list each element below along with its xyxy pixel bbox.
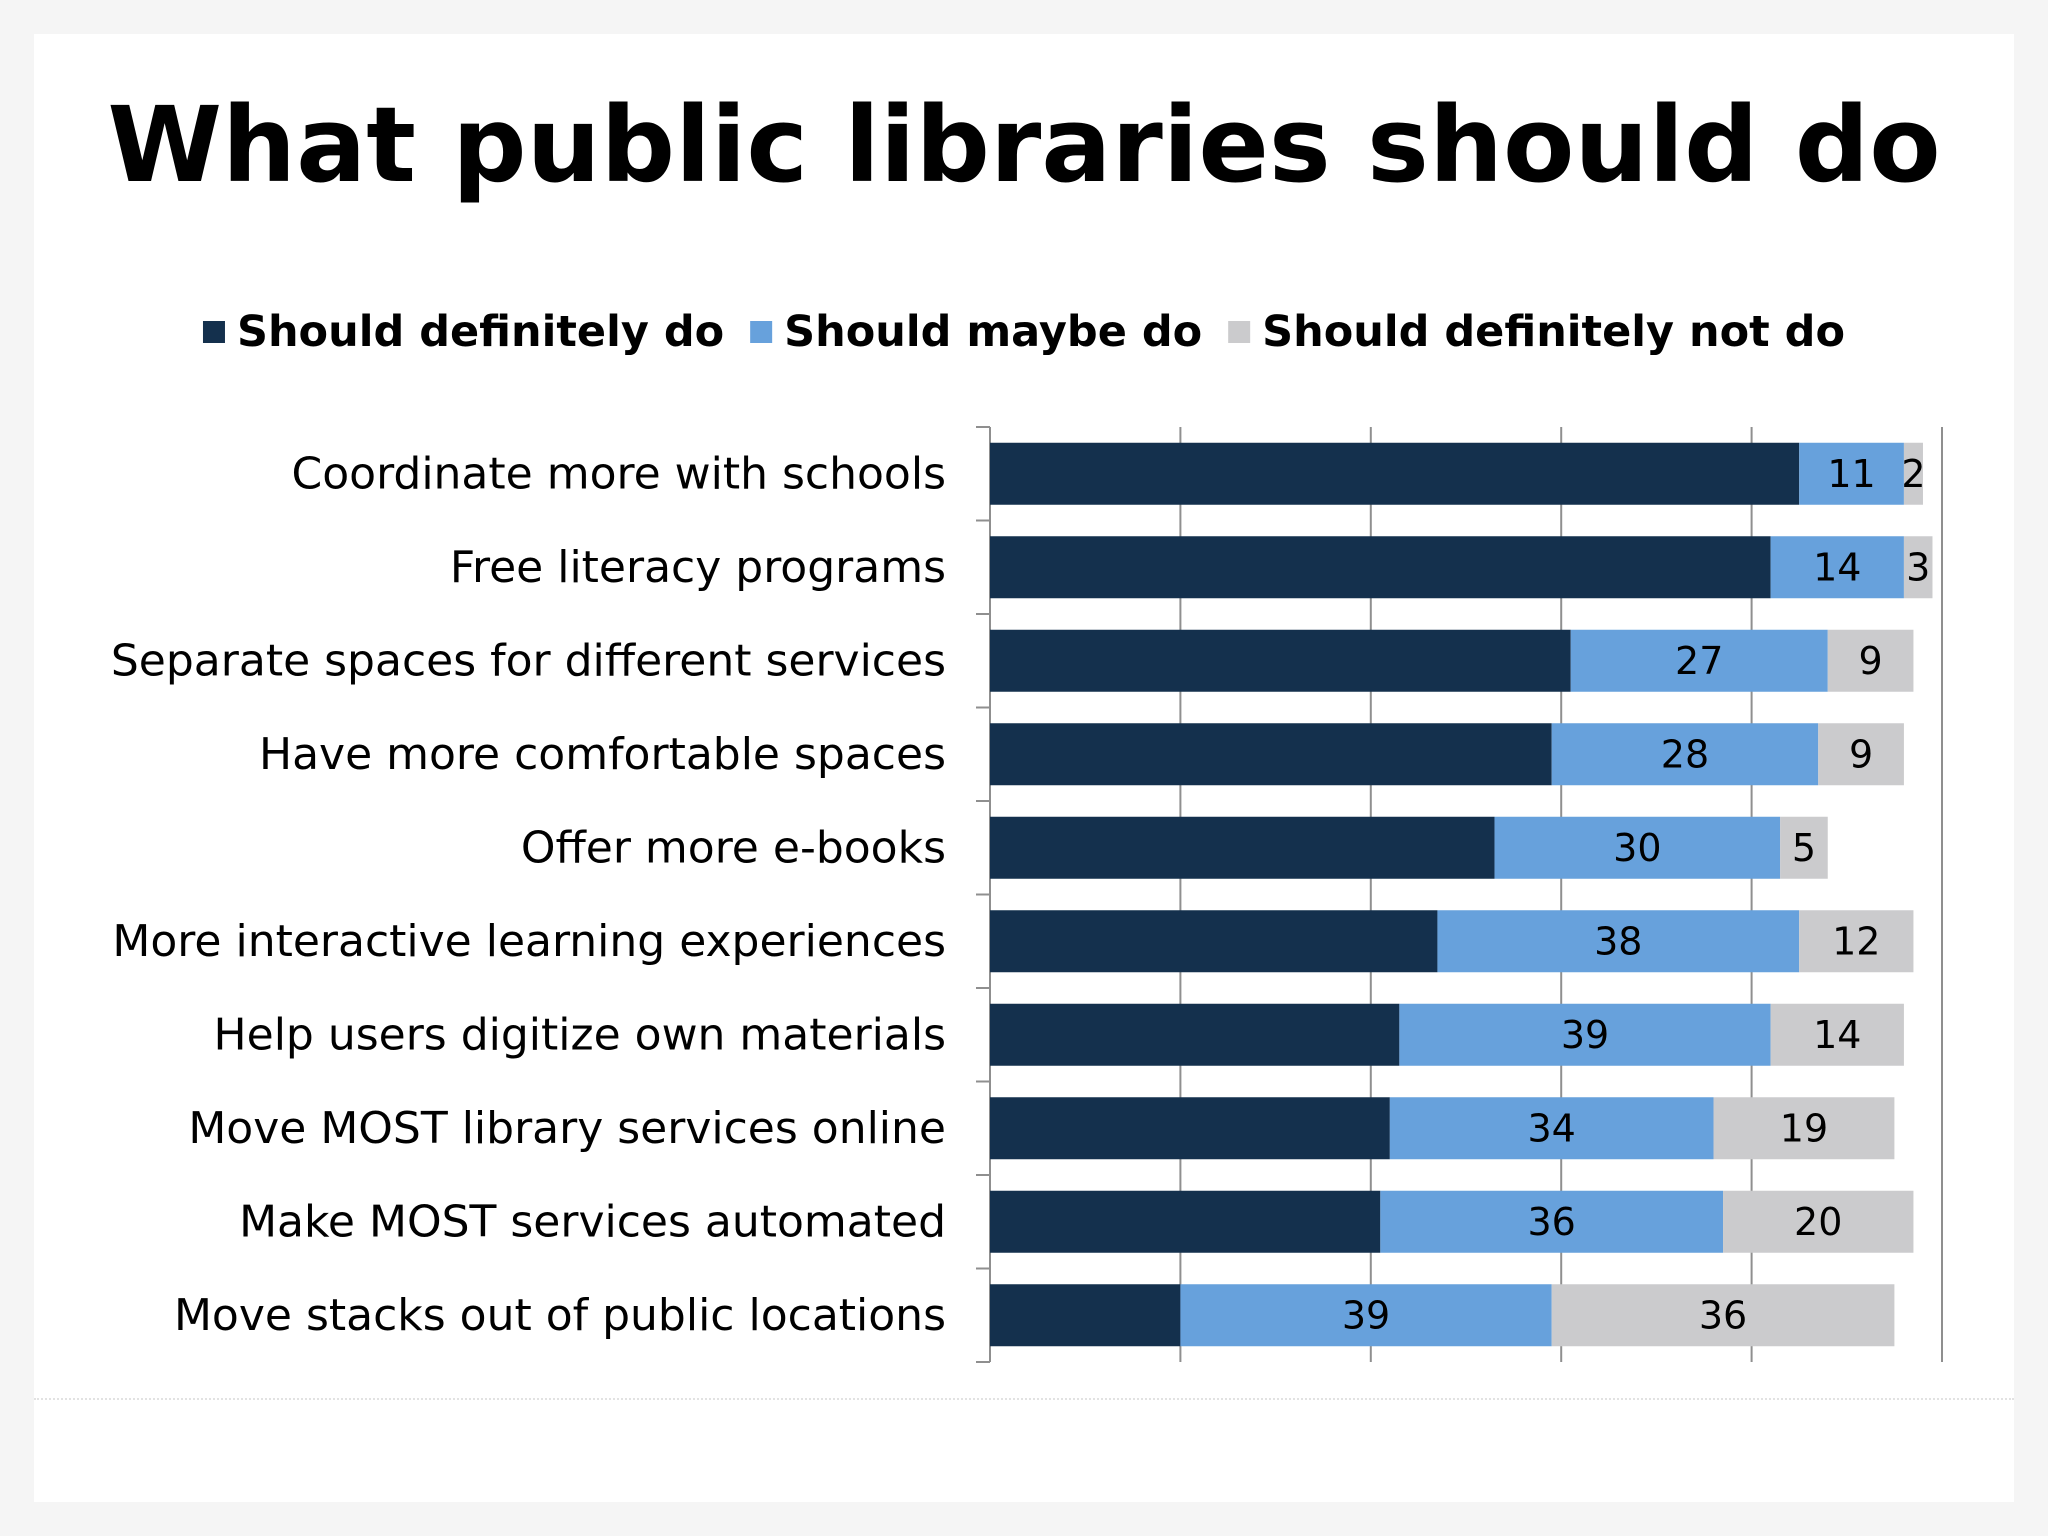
bar-segment-2	[1770, 536, 1904, 599]
bar-segment-2	[1570, 629, 1828, 692]
bar-segment-1	[990, 723, 1552, 786]
bar-segment-2	[1799, 442, 1904, 505]
bar-segment-1	[990, 1003, 1400, 1066]
data-label: 34	[1528, 1106, 1576, 1150]
data-label: 11	[1827, 452, 1875, 496]
data-label: 36	[1528, 1200, 1576, 1244]
data-label: 3	[1906, 545, 1930, 589]
legend-label-2: Should maybe do	[784, 307, 1202, 357]
data-label: 20	[1794, 1200, 1842, 1244]
bar-segment-3	[1799, 910, 1914, 973]
category-label: More interactive learning experiences	[112, 916, 946, 967]
page-title: What public libraries should do	[107, 84, 1941, 206]
category-label: Free literacy programs	[450, 542, 946, 593]
legend-swatch-2	[750, 321, 773, 343]
legend-swatch-1	[202, 321, 225, 343]
data-label: 9	[1849, 732, 1873, 776]
category-label: Make MOST services automated	[239, 1196, 946, 1247]
bar-segment-2	[1399, 1003, 1771, 1066]
bar-segment-1	[990, 910, 1438, 973]
data-label: 39	[1342, 1293, 1390, 1337]
bar-segment-1	[990, 1190, 1381, 1253]
data-label: 5	[1792, 826, 1816, 870]
legend-swatch-3	[1228, 321, 1251, 343]
legend-label-1: Should definitely do	[237, 307, 724, 357]
category-label: Have more comfortable spaces	[259, 729, 946, 780]
data-label: 39	[1561, 1013, 1609, 1057]
bar-segment-1	[990, 1284, 1181, 1347]
category-label: Coordinate more with schools	[292, 448, 946, 499]
bar-segment-3	[1713, 1097, 1895, 1160]
bar-segment-1	[990, 536, 1771, 599]
footer-divider	[34, 1398, 2014, 1400]
bar-segment-2	[1494, 816, 1781, 879]
data-label: 2	[1901, 452, 1925, 496]
bar-segment-3	[1903, 536, 1933, 599]
bar-segment-3	[1818, 723, 1904, 786]
category-label: Move MOST library services online	[188, 1103, 946, 1154]
bar-segment-2	[1380, 1190, 1724, 1253]
data-label: 30	[1613, 826, 1661, 870]
category-label: Separate spaces for different services	[111, 635, 946, 686]
data-label: 28	[1661, 732, 1709, 776]
data-label: 14	[1813, 1013, 1861, 1057]
data-label: 9	[1859, 639, 1883, 683]
bar-segment-3	[1723, 1190, 1914, 1253]
legend-label-3: Should definitely not do	[1262, 307, 1845, 357]
category-label: Move stacks out of public locations	[174, 1290, 946, 1341]
bar-segment-1	[990, 1097, 1390, 1160]
bar-segment-3	[1551, 1284, 1895, 1347]
bar-segment-2	[1389, 1097, 1714, 1160]
data-label: 36	[1699, 1293, 1747, 1337]
bar-segment-2	[1551, 723, 1819, 786]
bar-segment-1	[990, 816, 1495, 879]
data-label: 27	[1675, 639, 1723, 683]
bar-segment-2	[1437, 910, 1800, 973]
bar-segment-2	[1180, 1284, 1552, 1347]
category-label: Help users digitize own materials	[214, 1009, 946, 1060]
bar-segment-1	[990, 442, 1800, 505]
bar-segment-3	[1770, 1003, 1904, 1066]
bar-segment-1	[990, 629, 1571, 692]
bar-segment-3	[1827, 629, 1914, 692]
data-label: 19	[1780, 1106, 1828, 1150]
bar-segment-3	[1780, 816, 1828, 879]
data-label: 14	[1813, 545, 1861, 589]
data-label: 38	[1594, 919, 1642, 963]
category-label: Offer more e-books	[521, 822, 946, 873]
bar-segment-3	[1903, 442, 1923, 505]
data-label: 12	[1832, 919, 1880, 963]
